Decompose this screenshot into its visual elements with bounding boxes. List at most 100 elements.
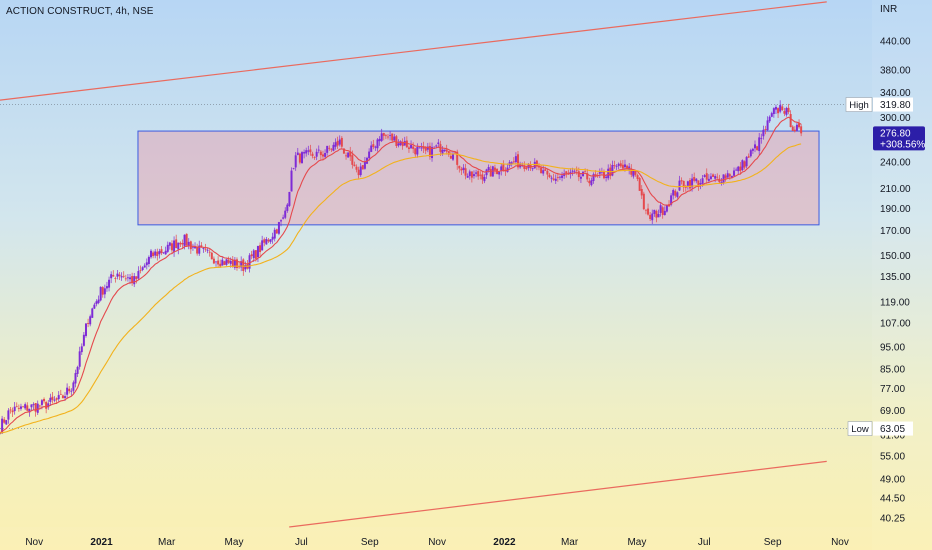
candle-body bbox=[787, 107, 790, 113]
candle-body bbox=[101, 287, 104, 295]
candle-body bbox=[697, 180, 700, 186]
candle bbox=[51, 391, 54, 404]
candle bbox=[665, 204, 668, 213]
candle-body bbox=[300, 152, 303, 164]
candle-body bbox=[233, 259, 236, 268]
candle bbox=[13, 402, 16, 415]
candle bbox=[758, 132, 761, 155]
candle bbox=[399, 140, 402, 147]
moving-average-0 bbox=[0, 116, 802, 434]
candle bbox=[363, 156, 366, 170]
candle-body bbox=[558, 176, 561, 178]
candle bbox=[267, 237, 270, 243]
candle bbox=[791, 125, 794, 131]
currency-label: INR bbox=[880, 4, 897, 15]
candle-body bbox=[296, 152, 299, 156]
y-tick-label: 190.00 bbox=[880, 204, 911, 215]
candle bbox=[384, 134, 387, 140]
candle bbox=[361, 165, 364, 170]
candle-body bbox=[663, 210, 666, 215]
candle-body bbox=[288, 191, 291, 206]
candle bbox=[395, 135, 398, 148]
candle bbox=[378, 136, 381, 146]
candle bbox=[798, 119, 801, 129]
candle-body bbox=[565, 171, 568, 174]
candle-body bbox=[131, 276, 134, 284]
candle bbox=[76, 365, 79, 377]
candle bbox=[653, 209, 656, 217]
candle bbox=[198, 240, 201, 256]
candle bbox=[554, 174, 557, 184]
candle-body bbox=[795, 124, 798, 131]
candle bbox=[103, 284, 106, 299]
candle bbox=[405, 136, 408, 148]
candle bbox=[137, 266, 140, 281]
candle-body bbox=[386, 136, 389, 138]
candle-body bbox=[116, 273, 119, 277]
candle-body bbox=[9, 409, 12, 411]
candle-body bbox=[764, 129, 767, 131]
candle-body bbox=[282, 217, 285, 219]
candle bbox=[95, 299, 98, 307]
candle bbox=[164, 246, 167, 255]
candle bbox=[386, 134, 389, 140]
candle-body bbox=[647, 208, 650, 215]
candle-body bbox=[170, 243, 173, 251]
candle-body bbox=[418, 147, 421, 149]
candle-body bbox=[164, 250, 167, 255]
candle bbox=[678, 175, 681, 192]
candle-body bbox=[212, 258, 215, 264]
x-tick-label: 2021 bbox=[90, 537, 113, 548]
candle bbox=[219, 259, 222, 268]
candle-body bbox=[252, 250, 255, 259]
candle-body bbox=[372, 144, 375, 148]
candle-body bbox=[414, 148, 417, 155]
candle bbox=[428, 142, 431, 160]
candle bbox=[745, 156, 748, 169]
candle-body bbox=[64, 396, 67, 398]
candle-body bbox=[588, 180, 591, 184]
candle-body bbox=[726, 173, 729, 178]
candle-body bbox=[36, 403, 39, 413]
candle bbox=[575, 166, 578, 175]
candle-body bbox=[779, 105, 782, 112]
candle bbox=[317, 145, 320, 154]
candle bbox=[349, 146, 352, 161]
candle bbox=[546, 168, 549, 180]
candle-body bbox=[512, 161, 515, 163]
candle-body bbox=[739, 166, 742, 171]
candle-body bbox=[489, 168, 492, 177]
candle-body bbox=[661, 207, 664, 215]
candle-body bbox=[303, 152, 306, 154]
candle-body bbox=[89, 316, 92, 325]
candle bbox=[672, 188, 675, 200]
candle bbox=[168, 241, 171, 250]
candle-body bbox=[133, 276, 136, 285]
candle-body bbox=[122, 275, 125, 277]
candle bbox=[525, 166, 528, 171]
candle-body bbox=[124, 278, 127, 280]
candle-body bbox=[380, 133, 383, 141]
candle bbox=[743, 160, 746, 170]
candle bbox=[154, 248, 157, 259]
candle bbox=[288, 191, 291, 207]
candle bbox=[227, 256, 230, 265]
candle-body bbox=[550, 177, 553, 179]
candle-body bbox=[156, 251, 159, 257]
x-tick-label: Nov bbox=[831, 537, 849, 548]
candle bbox=[179, 241, 182, 247]
candle bbox=[105, 281, 108, 292]
candle-body bbox=[105, 286, 108, 289]
candle-body bbox=[636, 175, 639, 179]
candle bbox=[242, 258, 245, 276]
candle bbox=[787, 103, 790, 115]
candle-body bbox=[695, 178, 698, 182]
candle-body bbox=[517, 154, 520, 168]
candle-body bbox=[554, 178, 557, 181]
candle bbox=[751, 147, 754, 154]
candle-body bbox=[227, 259, 230, 263]
candle-body bbox=[449, 155, 452, 159]
low-tag bbox=[847, 421, 873, 436]
